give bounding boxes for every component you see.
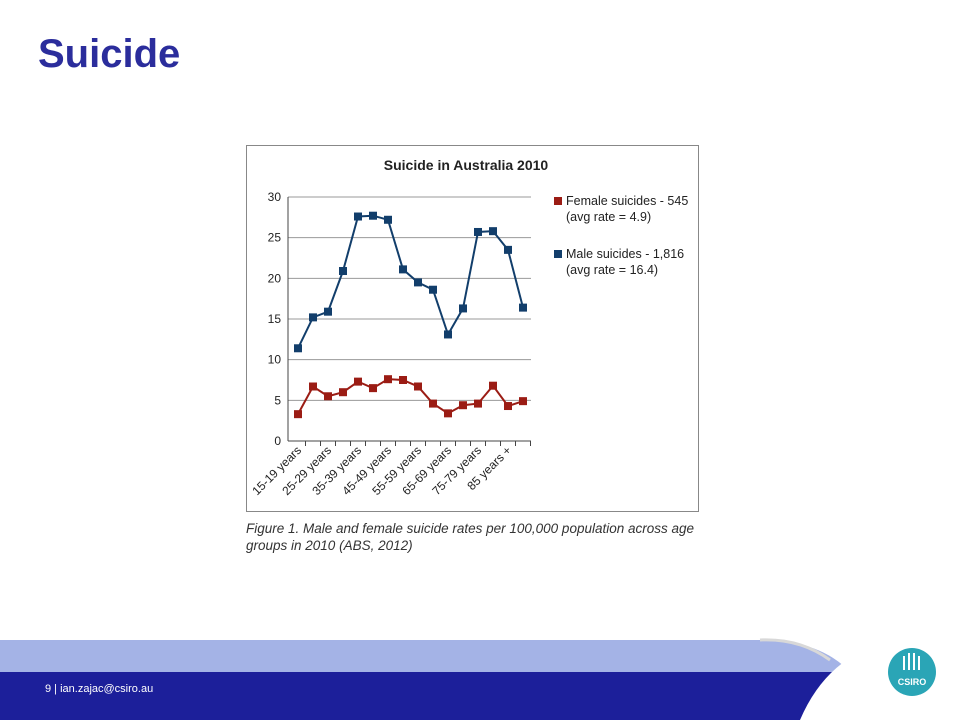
data-point [519,303,527,312]
data-point [489,381,497,390]
data-point [414,382,422,391]
data-point [354,377,362,386]
y-tick-label: 30 [268,190,282,204]
data-point [474,227,482,236]
data-point [384,215,392,224]
y-tick-label: 10 [268,353,282,367]
data-point [459,304,467,313]
chart: Suicide in Australia 2010 05101520253015… [249,157,549,498]
data-point [369,211,377,220]
logo-circle [888,648,936,696]
y-tick-label: 20 [268,271,282,285]
data-point [384,375,392,384]
data-point [369,384,377,393]
data-point [309,382,317,391]
y-tick-label: 5 [274,393,281,407]
data-point [354,212,362,221]
legend-swatch [554,197,562,205]
data-point [294,410,302,419]
legend-entry: Female suicides - 545 (avg rate = 4.9) [554,193,704,225]
data-point [324,392,332,401]
data-point [444,409,452,418]
series-line [297,378,524,415]
y-tick-label: 25 [268,231,282,245]
footer-curve [800,640,960,720]
data-point [459,401,467,410]
data-point [309,313,317,322]
footer-edge [759,638,831,662]
figure-caption: Figure 1. Male and female suicide rates … [246,521,695,553]
data-point [429,285,437,294]
data-point [399,376,407,384]
y-tick-label: 0 [274,434,281,448]
legend-swatch [554,250,562,258]
legend-entry: Male suicides - 1,816 (avg rate = 16.4) [554,246,704,278]
data-point [429,399,437,408]
data-point [339,267,347,276]
series-line [297,214,524,349]
footer-text: 9 | ian.zajac@csiro.au [45,683,154,695]
chart-title: Suicide in Australia 2010 [384,157,549,173]
footer-band-dark [0,672,960,720]
slide-title: Suicide [38,32,181,76]
data-point [489,227,497,236]
footer-band-light [0,640,850,672]
data-point [414,278,422,287]
data-point [504,402,512,411]
data-point [474,399,482,408]
data-point [399,265,407,274]
chart-frame: Suicide in Australia 2010 0 5 10 15 20 25 30 15… [246,145,699,512]
data-point [339,388,347,397]
logo-text: CSIRO [898,677,927,687]
logo-bars [903,653,920,670]
y-tick-label: 15 [268,312,282,326]
data-point [444,330,452,339]
data-point [294,344,302,353]
data-point [519,397,527,406]
data-point [324,307,332,316]
data-point [504,245,512,254]
